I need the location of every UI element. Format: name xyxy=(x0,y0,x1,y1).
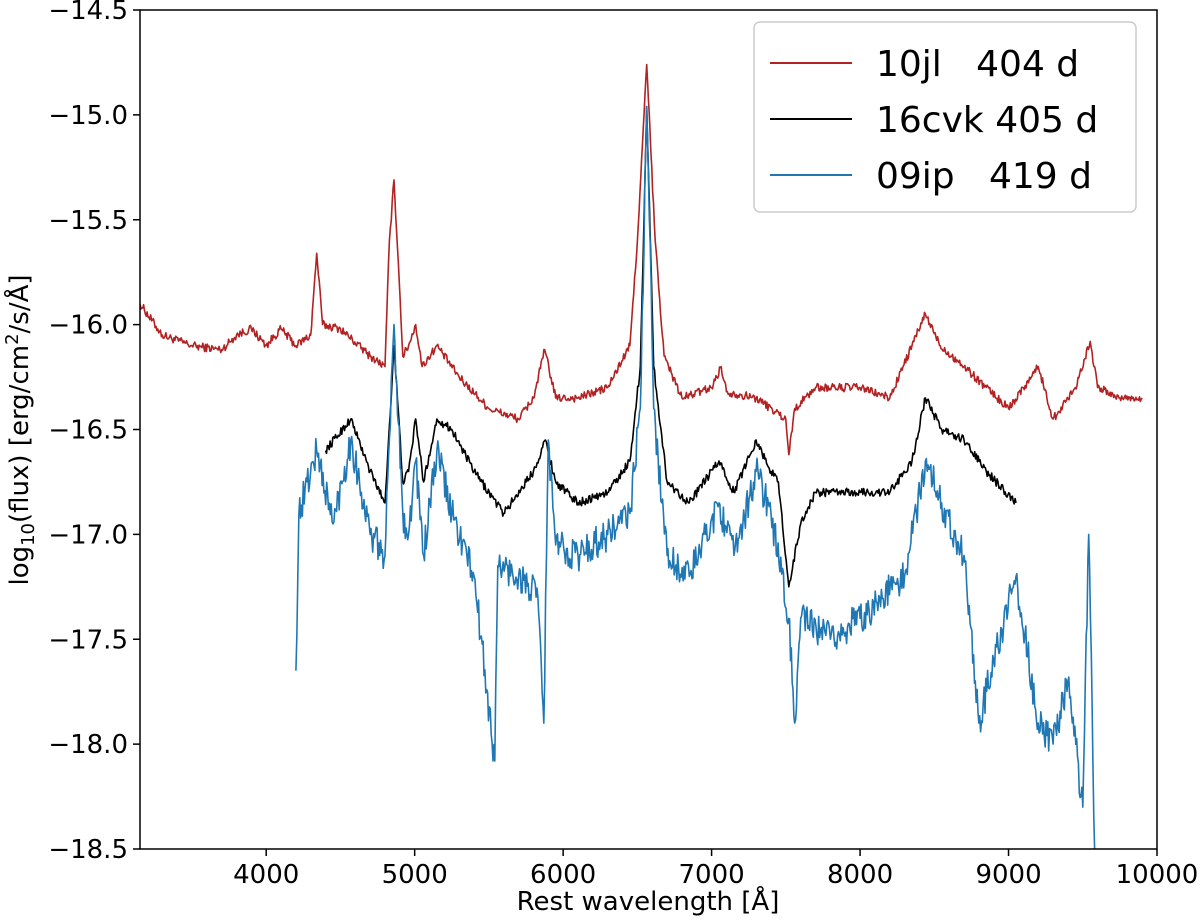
x-tick-label: 9000 xyxy=(975,860,1041,890)
x-tick-label: 7000 xyxy=(679,860,745,890)
y-tick-label: −18.0 xyxy=(48,730,128,760)
series-layer xyxy=(140,63,1143,849)
series-line-1 xyxy=(324,105,1017,588)
y-tick-label: −16.0 xyxy=(48,311,128,341)
y-tick-label: −15.0 xyxy=(48,101,128,131)
x-tick-label: 6000 xyxy=(530,860,596,890)
y-axis-label: log10(flux) [erg/cm2/s/Å] xyxy=(2,274,39,585)
x-tick-label: 5000 xyxy=(382,860,448,890)
x-tick-label: 8000 xyxy=(827,860,893,890)
x-axis-label: Rest wavelength [Å] xyxy=(517,885,780,917)
y-tick-label: −17.5 xyxy=(48,625,128,655)
legend: 10jl 404 d 16cvk 405 d 09ip 419 d xyxy=(753,21,1137,213)
series-line-2 xyxy=(295,105,1096,849)
legend-label: 16cvk 405 d xyxy=(876,100,1098,141)
x-axis: 4000 5000 6000 7000 8000 9000 10000 xyxy=(233,849,1198,890)
y-tick-label: −18.5 xyxy=(48,835,128,865)
y-axis: −14.5 −15.0 −15.5 −16.0 −16.5 −17.0 −17.5 −18.0… xyxy=(48,0,140,865)
x-tick-label: 10000 xyxy=(1116,860,1199,890)
series-line-0 xyxy=(140,63,1143,456)
legend-box xyxy=(753,21,1137,213)
legend-label: 10jl 404 d xyxy=(876,44,1079,85)
y-tick-label: −14.5 xyxy=(48,0,128,26)
y-tick-label: −17.0 xyxy=(48,520,128,550)
legend-label: 09ip 419 d xyxy=(876,156,1092,197)
x-tick-label: 4000 xyxy=(233,860,299,890)
y-tick-label: −16.5 xyxy=(48,416,128,446)
y-tick-label: −15.5 xyxy=(48,206,128,236)
